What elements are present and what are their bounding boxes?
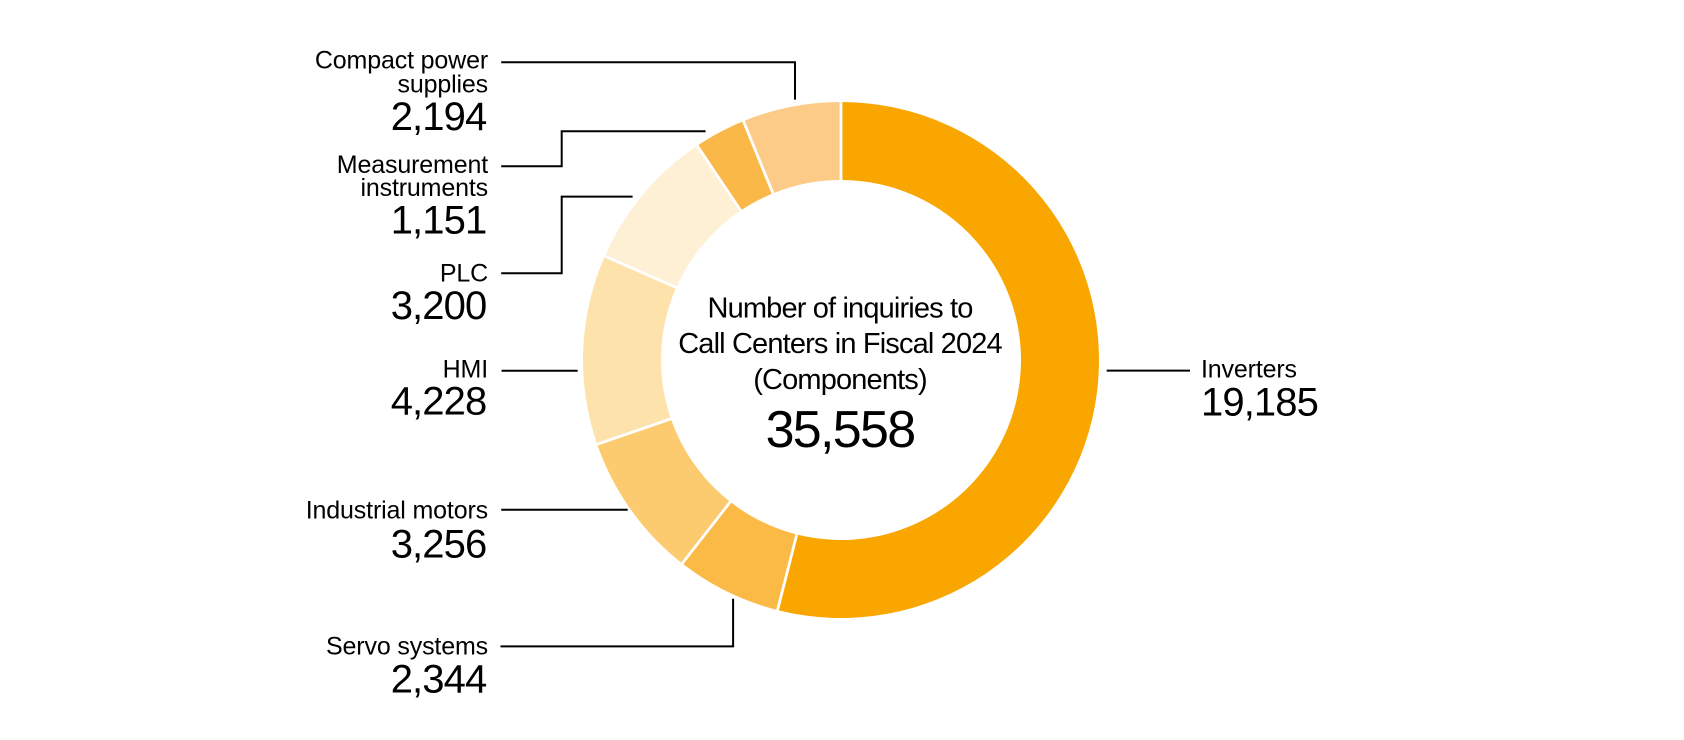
svg-text:3,256: 3,256 [391,522,487,566]
svg-text:2,344: 2,344 [391,658,487,702]
svg-text:1,151: 1,151 [391,199,487,243]
svg-text:PLC: PLC [440,259,488,287]
svg-text:Industrial motors: Industrial motors [306,497,488,525]
svg-text:Call Centers in Fiscal 2024: Call Centers in Fiscal 2024 [678,328,1002,360]
svg-text:19,185: 19,185 [1201,381,1318,425]
svg-text:Inverters: Inverters [1201,356,1297,384]
svg-text:2,194: 2,194 [391,95,487,139]
svg-text:35,558: 35,558 [766,401,915,459]
svg-text:HMI: HMI [443,355,488,383]
svg-text:Measurement: Measurement [337,151,488,179]
svg-text:Number of inquiries to: Number of inquiries to [708,293,973,325]
svg-text:instruments: instruments [360,174,488,202]
svg-text:supplies: supplies [397,70,488,98]
svg-text:Servo systems: Servo systems [326,633,488,661]
svg-text:4,228: 4,228 [391,379,487,423]
svg-text:3,200: 3,200 [391,284,487,328]
svg-text:(Components): (Components) [753,364,927,396]
svg-text:Compact power: Compact power [315,46,488,74]
